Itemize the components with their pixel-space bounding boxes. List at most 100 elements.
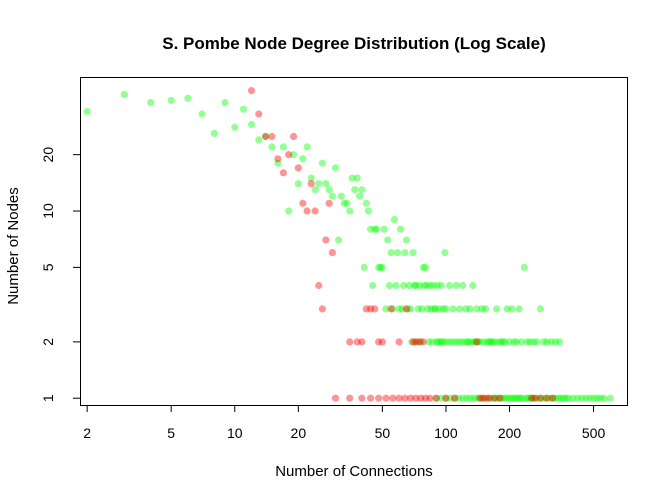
data-point: [574, 394, 582, 402]
data-point: [530, 394, 538, 402]
data-point: [416, 281, 424, 290]
x-tick-label: 500: [582, 425, 606, 441]
data-point: [510, 338, 518, 346]
data-point: [346, 338, 354, 346]
data-point: [485, 394, 493, 402]
data-point: [447, 338, 455, 346]
data-point: [551, 394, 560, 402]
y-tick-label: 20: [40, 147, 56, 163]
data-point: [496, 394, 504, 402]
data-point: [517, 338, 526, 346]
data-point: [473, 394, 481, 402]
data-point: [147, 98, 155, 107]
data-point: [419, 338, 427, 346]
data-point: [582, 394, 590, 402]
data-point: [367, 394, 375, 402]
data-point: [371, 225, 379, 233]
data-point: [367, 225, 375, 233]
data-point: [397, 225, 405, 233]
data-point: [435, 305, 443, 313]
data-point: [417, 338, 425, 346]
data-point: [491, 394, 499, 402]
data-point: [431, 305, 439, 313]
data-point: [384, 236, 392, 244]
data-point: [478, 305, 486, 313]
data-point: [543, 394, 551, 402]
data-point: [434, 338, 442, 346]
data-point: [459, 394, 467, 402]
data-point: [540, 394, 548, 402]
data-point: [430, 305, 438, 313]
data-point: [437, 394, 445, 402]
data-point: [445, 281, 454, 290]
data-point: [221, 98, 229, 107]
data-point: [503, 305, 511, 313]
data-point: [390, 216, 398, 224]
data-point: [255, 110, 263, 118]
data-point: [299, 199, 307, 207]
data-point: [437, 281, 445, 290]
data-point: [524, 394, 532, 402]
data-point: [325, 199, 333, 207]
data-point: [476, 394, 484, 402]
data-point: [407, 305, 415, 313]
x-tick-label: 2: [83, 425, 91, 441]
data-point: [416, 338, 424, 346]
data-point: [401, 394, 409, 402]
data-point: [395, 305, 403, 313]
data-point: [426, 394, 434, 402]
data-point: [471, 338, 480, 346]
data-point: [482, 394, 490, 402]
data-point: [476, 338, 484, 346]
data-point: [318, 305, 326, 313]
data-point: [198, 110, 206, 118]
data-point: [590, 394, 598, 402]
y-tick-label: 10: [40, 203, 56, 219]
data-point: [285, 207, 293, 215]
data-point: [469, 281, 477, 290]
data-point: [526, 338, 534, 346]
data-point: [578, 394, 586, 402]
data-point: [452, 281, 460, 290]
data-point: [449, 305, 457, 313]
data-point: [311, 207, 319, 215]
data-point: [523, 338, 531, 346]
data-point: [348, 174, 356, 182]
data-point: [467, 338, 475, 346]
data-point: [428, 338, 436, 346]
data-point: [331, 394, 340, 402]
data-point: [554, 394, 562, 402]
data-point: [419, 263, 427, 271]
data-point: [551, 338, 560, 346]
data-point: [382, 394, 390, 402]
data-point: [389, 394, 397, 402]
data-point: [459, 281, 467, 290]
data-point: [546, 394, 554, 402]
data-point: [515, 305, 523, 313]
data-point: [425, 338, 433, 346]
data-point: [371, 305, 379, 313]
data-point: [412, 338, 420, 346]
data-point: [586, 394, 594, 402]
data-point: [562, 394, 570, 402]
data-point: [499, 338, 507, 346]
data-point: [457, 338, 465, 346]
data-point: [392, 281, 400, 290]
x-tick-label: 5: [167, 425, 175, 441]
data-point: [331, 164, 340, 172]
data-point: [334, 236, 343, 244]
data-point: [325, 186, 333, 194]
data-point: [340, 199, 348, 207]
data-point: [543, 394, 551, 402]
x-tick-label: 20: [291, 425, 307, 441]
data-point: [184, 94, 192, 102]
data-point: [540, 338, 548, 346]
data-point: [487, 338, 495, 346]
data-point: [401, 249, 409, 257]
data-point: [294, 180, 302, 188]
data-point: [485, 394, 493, 402]
data-point: [375, 263, 383, 271]
data-point: [303, 207, 311, 215]
data-point: [294, 164, 302, 172]
data-point: [299, 155, 307, 163]
